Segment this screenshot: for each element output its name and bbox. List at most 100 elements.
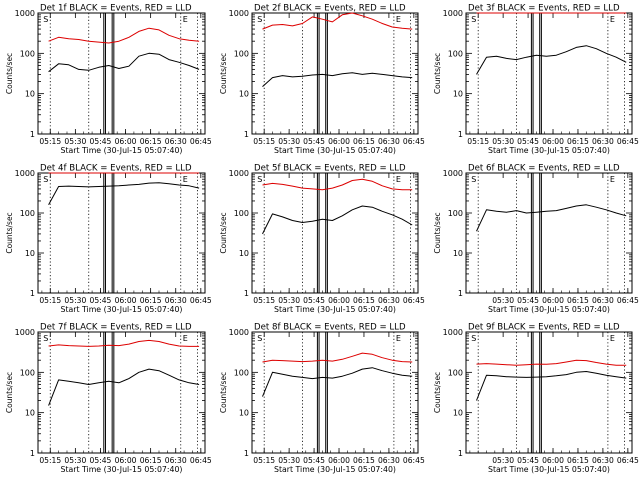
x-tick-label: 06:15 [353,456,375,465]
panel-det-9f: Det 9f BLACK = Events, RED = LLD 1 10 100 10… [433,323,639,475]
x-tick-label: 05:45 [303,456,325,465]
panel-title: Det 2f BLACK = Events, RED = LLD [254,4,406,14]
y-tick-label: 10 [25,90,35,99]
x-tick-label: 05:15 [39,296,61,305]
start-marker-label: S [43,334,48,343]
x-tick-label: 06:30 [165,456,187,465]
x-tick-label: 06:15 [567,296,589,305]
y-tick-label: 1000 [229,169,249,178]
x-tick-label: 06:30 [378,296,400,305]
x-tick-label: 06:45 [617,456,639,465]
x-tick-label: 06:45 [190,137,212,146]
panel-det-4f: Det 4f BLACK = Events, RED = LLD 1 10 100 10… [5,164,212,315]
start-marker-label: S [471,175,476,184]
events-series-line [262,72,413,87]
panel-title: Det 8f BLACK = Events, RED = LLD [254,323,406,333]
y-tick-label: 1000 [15,9,35,18]
lld-series-line [262,352,413,363]
x-axis-label: Start Time (30-Jul-15 05:07:40) [488,305,610,314]
y-tick-label: 100 [20,209,35,218]
y-tick-label: 1000 [229,9,249,18]
y-tick-label: 1 [30,449,35,458]
x-tick-label: 06:00 [542,296,564,305]
x-tick-label: 06:15 [567,456,589,465]
x-tick-label: 05:45 [517,456,539,465]
x-tick-label: 05:30 [278,296,300,305]
start-marker-label: S [471,15,476,24]
end-marker-label: E [396,334,401,343]
x-tick-label: 06:00 [115,456,137,465]
panel-title: Det 1f BLACK = Events, RED = LLD [40,4,192,14]
x-tick-label: 06:45 [403,137,425,146]
y-tick-label: 10 [239,90,249,99]
x-tick-label: 05:15 [467,137,489,146]
x-tick-label: 05:45 [517,137,539,146]
y-tick-label: 100 [448,209,463,218]
end-marker-label: E [396,15,401,24]
x-tick-label: 06:00 [542,137,564,146]
lld-series-line [262,12,413,30]
x-tick-label: 06:15 [140,296,162,305]
x-tick-label: 06:30 [165,296,187,305]
x-axis-label: Start Time (30-Jul-15 05:07:40) [488,465,610,474]
x-tick-label: 05:30 [492,456,514,465]
end-marker-label: E [610,175,615,184]
x-tick-label: 06:30 [592,137,614,146]
x-tick-label: 05:30 [64,456,86,465]
x-tick-label: 05:30 [64,137,86,146]
end-marker-label: E [183,334,188,343]
axes-frame [251,12,419,135]
y-tick-label: 10 [453,249,463,258]
panel-title: Det 5f BLACK = Events, RED = LLD [254,164,406,174]
end-marker-label: E [610,15,615,24]
events-series-line [476,45,627,75]
x-tick-label: 05:30 [492,137,514,146]
y-axis-label: Counts/sec [5,372,14,413]
y-tick-label: 1 [30,289,35,298]
y-tick-label: 10 [453,409,463,418]
y-tick-label: 1000 [15,328,35,337]
panel-det-8f: Det 8f BLACK = Events, RED = LLD 1 10 100 10… [219,323,425,475]
x-axis-label: Start Time (30-Jul-15 05:07:40) [274,465,396,474]
x-tick-label: 05:15 [253,137,275,146]
x-tick-label: 05:30 [278,137,300,146]
axes-frame [465,331,633,454]
y-axis-label: Counts/sec [433,53,442,94]
y-tick-label: 100 [234,368,249,377]
y-tick-label: 1 [458,449,463,458]
axes-frame [37,331,206,454]
x-tick-label: 05:15 [39,137,61,146]
events-series-line [48,182,200,206]
x-tick-label: 05:30 [278,456,300,465]
y-tick-label: 1000 [229,328,249,337]
lld-series-line [262,178,413,191]
y-tick-label: 100 [448,368,463,377]
x-tick-label: 06:30 [165,137,187,146]
x-tick-label: 05:45 [90,456,112,465]
panel-det-2f: Det 2f BLACK = Events, RED = LLD 1 10 100 10… [219,4,425,156]
x-tick-label: 06:00 [328,296,350,305]
end-marker-label: E [610,334,615,343]
x-tick-label: 06:45 [190,296,212,305]
x-tick-label: 05:15 [253,296,275,305]
x-tick-label: 06:15 [140,137,162,146]
y-tick-label: 1 [458,289,463,298]
lld-series-line [476,359,627,366]
x-tick-label: 05:45 [517,296,539,305]
start-marker-label: S [43,15,48,24]
x-tick-label: 06:45 [403,456,425,465]
y-tick-label: 1000 [15,169,35,178]
x-tick-label: 05:45 [90,137,112,146]
y-axis-label: Counts/sec [219,372,228,413]
x-tick-label: 05:15 [253,456,275,465]
x-tick-label: 06:45 [617,137,639,146]
panel-title: Det 6f BLACK = Events, RED = LLD [468,164,620,174]
panel-title: Det 4f BLACK = Events, RED = LLD [40,164,192,174]
y-axis-label: Counts/sec [219,53,228,94]
x-tick-label: 06:30 [378,456,400,465]
y-tick-label: 100 [448,49,463,58]
panel-det-3f: Det 3f BLACK = Events, RED = LLD 1 10 100 10… [433,4,639,156]
y-tick-label: 100 [20,368,35,377]
events-series-line [48,52,200,73]
y-tick-label: 10 [453,90,463,99]
